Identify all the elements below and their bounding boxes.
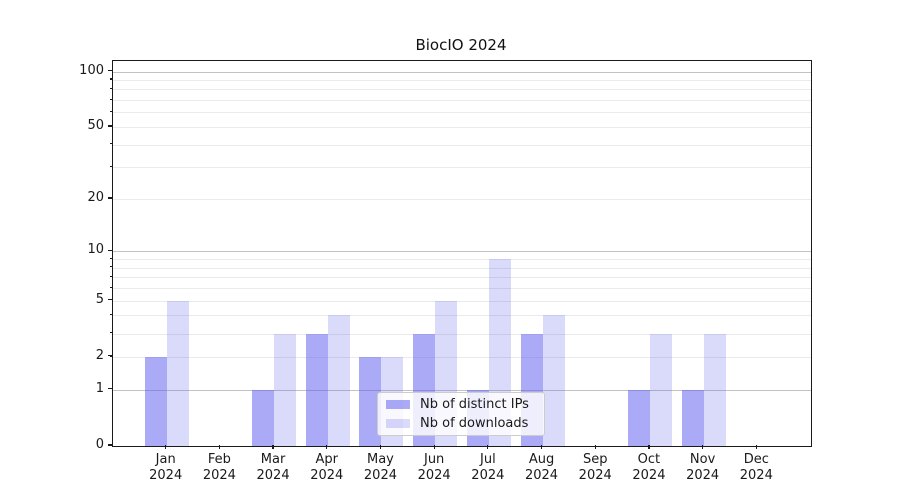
y-minor-tick-mark xyxy=(110,299,112,301)
gridline-minor xyxy=(113,259,811,261)
y-minor-tick-mark xyxy=(110,87,112,90)
legend-item-distinct-ips: Nb of distinct IPs xyxy=(386,397,536,412)
gridline-major xyxy=(113,71,811,73)
y-tick-label: 100 xyxy=(79,62,104,78)
legend: Nb of distinct IPs Nb of downloads xyxy=(377,392,545,436)
legend-label-distinct-ips: Nb of distinct IPs xyxy=(420,397,529,412)
y-tick-label: 50 xyxy=(87,117,104,133)
bar-distinct-ips xyxy=(681,389,704,446)
y-tick-mark xyxy=(108,388,112,390)
y-tick-label: 1 xyxy=(95,380,104,396)
y-tick-label: 0 xyxy=(95,437,104,452)
y-tick-mark xyxy=(108,444,112,446)
x-tick-label: Feb 2024 xyxy=(202,452,236,483)
gridline-minor xyxy=(113,333,811,335)
gridline-minor xyxy=(113,167,811,169)
bar-downloads xyxy=(327,315,350,446)
gridline-minor xyxy=(113,100,811,102)
y-tick-label: 10 xyxy=(87,242,104,258)
bar-distinct-ips xyxy=(359,356,382,446)
y-minor-tick-mark xyxy=(110,275,112,277)
x-tick-mark xyxy=(272,445,274,449)
gridline-minor xyxy=(113,267,811,269)
y-minor-tick-mark xyxy=(110,197,112,199)
x-tick-mark xyxy=(540,445,543,449)
bar-distinct-ips xyxy=(305,333,328,446)
y-minor-tick-mark xyxy=(110,286,112,288)
y-minor-tick-mark xyxy=(110,98,112,100)
y-minor-tick-mark xyxy=(110,257,112,259)
gridline-minor xyxy=(113,315,811,317)
gridline-minor xyxy=(113,79,811,81)
gridline-minor xyxy=(113,144,811,146)
bar-downloads xyxy=(166,300,189,446)
x-tick-label: Dec 2024 xyxy=(739,452,773,483)
x-tick-mark xyxy=(755,445,757,449)
x-tick-mark xyxy=(702,445,704,449)
y-tick-label: 20 xyxy=(87,189,104,205)
bar-distinct-ips xyxy=(627,389,650,446)
x-tick-label: Jul 2024 xyxy=(471,452,505,483)
gridline-major xyxy=(113,251,811,253)
x-tick-mark xyxy=(326,445,328,449)
gridline-major xyxy=(113,389,811,391)
gridline-minor xyxy=(113,126,811,128)
x-tick-mark xyxy=(594,445,596,449)
x-tick-mark xyxy=(487,445,489,449)
x-tick-label: Oct 2024 xyxy=(632,452,666,483)
bar-downloads xyxy=(274,333,297,446)
x-tick-label: May 2024 xyxy=(363,452,397,483)
y-minor-tick-mark xyxy=(110,125,112,127)
x-tick-mark xyxy=(433,445,435,449)
gridline-minor xyxy=(113,300,811,302)
y-tick-mark xyxy=(108,69,112,72)
x-tick-mark xyxy=(379,445,382,449)
x-tick-label: Apr 2024 xyxy=(310,452,344,483)
gridline-minor xyxy=(113,112,811,114)
bar-downloads xyxy=(542,315,565,446)
x-tick-label: Nov 2024 xyxy=(686,452,720,483)
y-minor-tick-mark xyxy=(110,266,112,268)
gridline-minor xyxy=(113,277,811,279)
y-tick-label: 5 xyxy=(95,291,104,307)
x-tick-mark xyxy=(648,445,650,449)
gridline-minor xyxy=(113,356,811,358)
bar-distinct-ips xyxy=(252,389,275,446)
chart-title: BiocIO 2024 xyxy=(415,36,507,54)
y-tick-mark xyxy=(108,249,112,252)
legend-label-downloads: Nb of downloads xyxy=(420,416,529,431)
y-tick-label: 2 xyxy=(95,347,104,363)
y-minor-tick-mark xyxy=(110,355,112,357)
x-tick-label: Mar 2024 xyxy=(256,452,290,483)
x-tick-label: Jan 2024 xyxy=(149,452,183,483)
x-tick-mark xyxy=(218,445,220,449)
gridline-minor xyxy=(113,198,811,200)
plot-area xyxy=(112,60,812,447)
bar-downloads xyxy=(703,333,726,446)
bar-downloads xyxy=(649,333,672,446)
legend-swatch-downloads xyxy=(386,419,410,428)
y-minor-tick-mark xyxy=(110,143,112,145)
gridline-minor xyxy=(113,89,811,91)
x-tick-label: Sep 2024 xyxy=(578,452,612,483)
x-tick-label: Jun 2024 xyxy=(417,452,451,483)
y-minor-tick-mark xyxy=(110,165,112,168)
bar-distinct-ips xyxy=(144,356,167,446)
y-minor-tick-mark xyxy=(110,110,112,113)
x-tick-label: Aug 2024 xyxy=(524,452,559,483)
x-tick-mark xyxy=(165,445,167,449)
y-minor-tick-mark xyxy=(110,332,112,334)
legend-swatch-distinct-ips xyxy=(386,400,410,409)
legend-item-downloads: Nb of downloads xyxy=(386,416,536,431)
y-minor-tick-mark xyxy=(110,78,112,80)
gridline-minor xyxy=(113,288,811,290)
y-minor-tick-mark xyxy=(110,313,112,316)
